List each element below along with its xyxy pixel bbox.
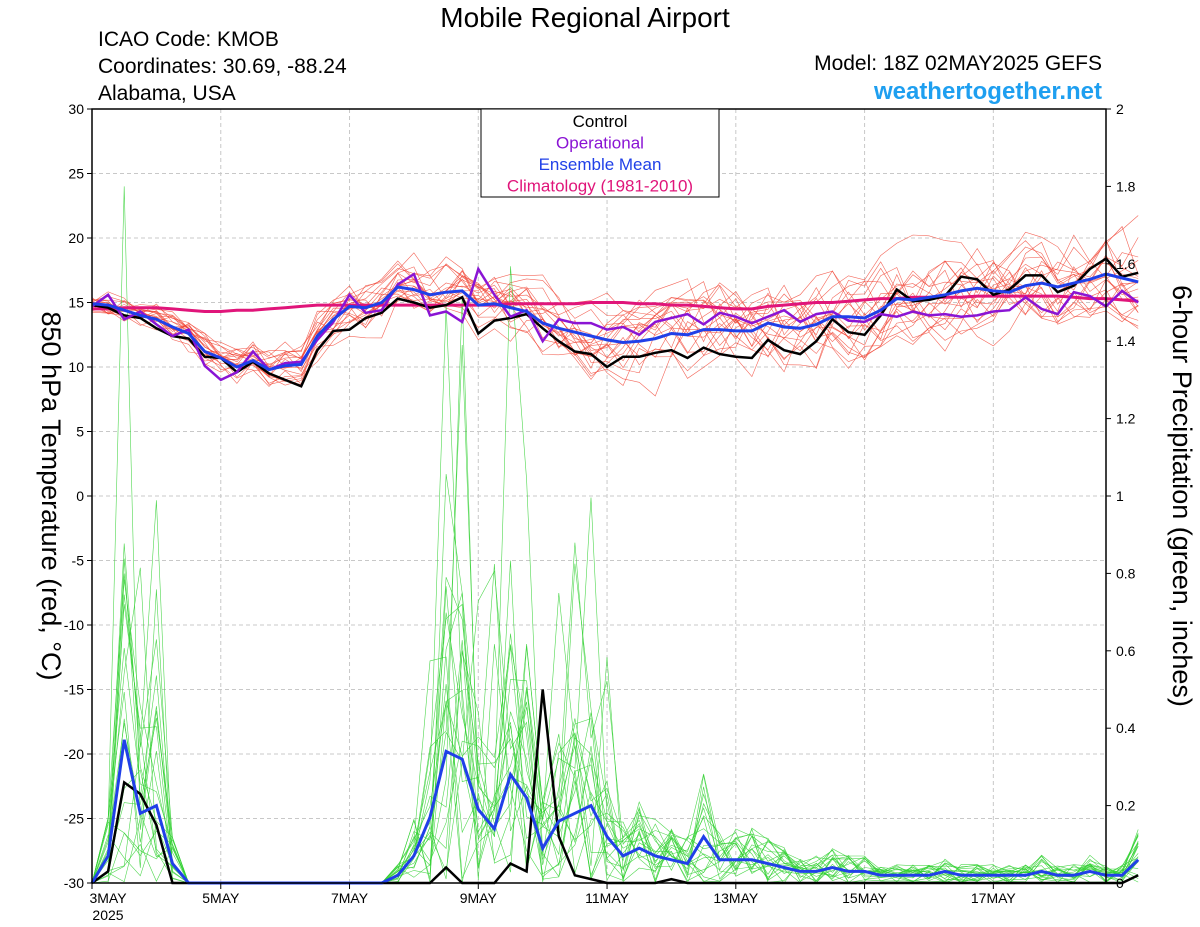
y-tick-label: 0 xyxy=(76,488,84,504)
temperature-member-line xyxy=(91,234,1139,367)
mean-temperature-line xyxy=(91,272,1139,372)
y-tick-label: 25 xyxy=(68,166,84,182)
x-tick-label: 3MAY xyxy=(89,890,127,906)
control-temperature-line xyxy=(91,256,1139,388)
x-tick-label: 11MAY xyxy=(585,890,629,906)
axes: 302520151050-5-10-15-20-25-3021.81.61.41… xyxy=(64,101,1136,923)
x-tick-label: 13MAY xyxy=(713,890,759,906)
y-tick-label: 5 xyxy=(76,424,84,440)
model-run: Model: 18Z 02MAY2025 GEFS xyxy=(814,52,1102,75)
x-tick-sublabel: 2025 xyxy=(92,907,123,923)
y-tick-label: -5 xyxy=(72,553,85,569)
temperature-member-line xyxy=(91,269,1139,384)
y-tick-label: 15 xyxy=(68,295,84,311)
chart-title: Mobile Regional Airport xyxy=(440,2,730,33)
temperature-member-line xyxy=(91,237,1139,372)
gridlines xyxy=(91,108,1106,884)
legend: Control Operational Ensemble Mean Climatolo… xyxy=(480,108,720,198)
y2-tick-label: 1.2 xyxy=(1116,411,1136,427)
temperature-member-line xyxy=(91,263,1139,397)
y-tick-label: 30 xyxy=(68,101,84,117)
control-precip-line xyxy=(91,689,1139,885)
precipitation-member-line xyxy=(91,296,1139,884)
y-tick-label: -30 xyxy=(64,875,84,891)
legend-entry: Ensemble Mean xyxy=(539,155,662,174)
y2-tick-label: 0.8 xyxy=(1116,565,1136,581)
precipitation-member-line xyxy=(91,718,1139,884)
legend-entry: Control xyxy=(573,112,628,131)
x-tick-label: 7MAY xyxy=(331,890,369,906)
y2-tick-label: 0.6 xyxy=(1116,643,1136,659)
legend-entry: Climatology (1981-2010) xyxy=(507,177,693,196)
precipitation-member-line xyxy=(91,500,1139,884)
precipitation-member-line xyxy=(91,679,1139,884)
temperature-member-line xyxy=(91,270,1139,384)
x-tick-label: 9MAY xyxy=(460,890,498,906)
icao-code: ICAO Code: KMOB xyxy=(98,28,279,51)
temperature-member-line xyxy=(91,262,1139,386)
ensemble-members xyxy=(91,186,1139,884)
temperature-member-line xyxy=(91,240,1139,385)
y-axis-label: 850 hPa Temperature (red, °C) xyxy=(36,312,66,681)
temperature-member-line xyxy=(91,240,1139,375)
y2-tick-label: 2 xyxy=(1116,101,1124,117)
y2-tick-label: 1.4 xyxy=(1116,333,1136,349)
y2-tick-label: 0.4 xyxy=(1116,720,1136,736)
temperature-member-line xyxy=(91,271,1139,387)
coordinates: Coordinates: 30.69, -88.24 xyxy=(98,55,347,78)
x-tick-label: 15MAY xyxy=(842,890,888,906)
y-tick-label: 10 xyxy=(68,359,84,375)
x-tick-label: 17MAY xyxy=(971,890,1017,906)
precipitation-member-line xyxy=(91,186,1139,884)
region: Alabama, USA xyxy=(98,82,236,105)
y-tick-label: -15 xyxy=(64,682,84,698)
precipitation-member-line xyxy=(91,497,1139,884)
temperature-member-line xyxy=(91,262,1139,373)
temperature-member-line xyxy=(91,260,1139,377)
climatology-line xyxy=(92,294,1139,313)
y-tick-label: 20 xyxy=(68,230,84,246)
y2-tick-label: 0.2 xyxy=(1116,798,1136,814)
y-tick-label: -20 xyxy=(64,746,84,762)
y-tick-label: -10 xyxy=(64,617,84,633)
x-tick-label: 5MAY xyxy=(202,890,240,906)
y-tick-label: -25 xyxy=(64,811,84,827)
legend-entry: Operational xyxy=(556,134,644,153)
temperature-member-line xyxy=(91,231,1139,374)
legend-box xyxy=(480,108,720,198)
y2-tick-label: 1.8 xyxy=(1116,178,1136,194)
y2-tick-label: 1.6 xyxy=(1116,256,1136,272)
y2-axis-label: 6-hour Precipitation (green, inches) xyxy=(1167,285,1197,707)
y2-tick-label: 0 xyxy=(1116,875,1124,891)
y2-tick-label: 1 xyxy=(1116,488,1124,504)
website-link[interactable]: weathertogether.net xyxy=(873,78,1102,105)
